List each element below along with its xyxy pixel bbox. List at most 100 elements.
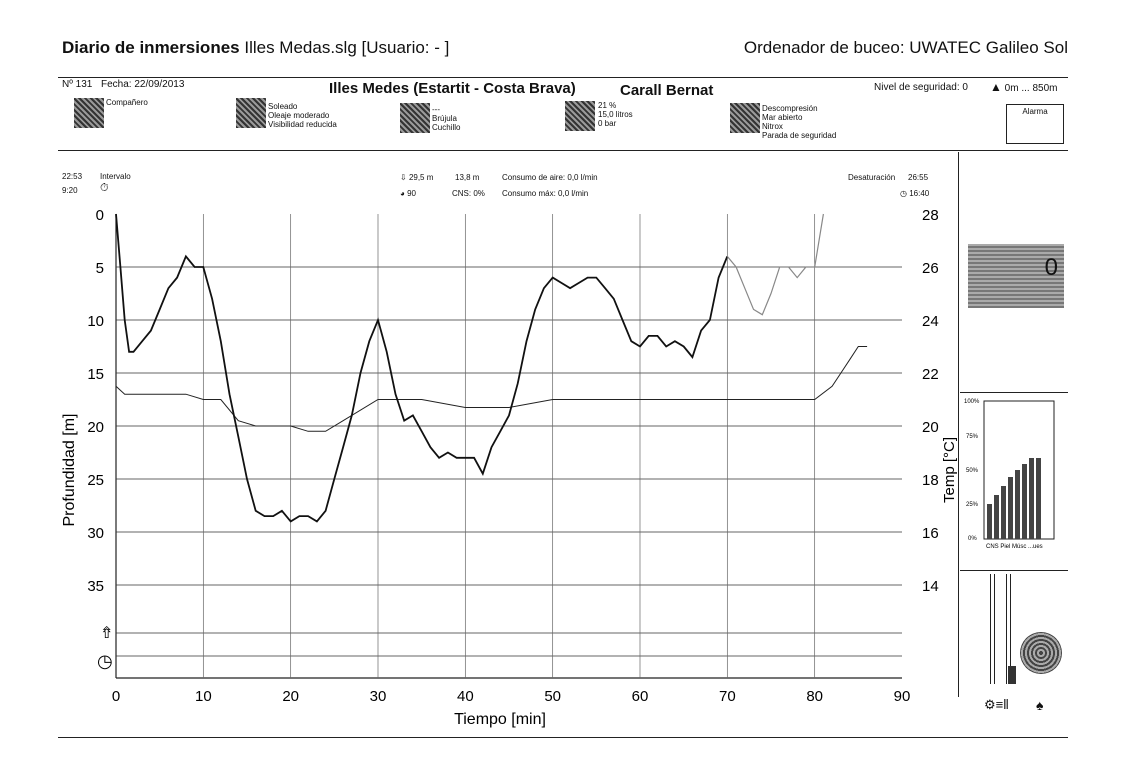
x-tick-label: 30 xyxy=(370,688,387,705)
tissue-tick: 0% xyxy=(968,536,977,542)
y2-tick-label: 18 xyxy=(922,472,939,489)
gas-list: 21 % 15,0 litros 0 bar xyxy=(598,101,633,128)
fins-icon: ♠ xyxy=(1036,697,1044,713)
altitude-range: ▲ 0m ... 850m xyxy=(990,80,1057,94)
tissue-bar xyxy=(994,495,999,539)
x-tick-label: 90 xyxy=(894,688,911,705)
dive-number: Nº 131 xyxy=(62,79,93,90)
tissue-bar xyxy=(1029,458,1034,539)
x-axis-label: Tiempo [min] xyxy=(454,711,546,728)
gas-oxygen: 21 % xyxy=(598,101,617,110)
y-tick-label: 30 xyxy=(87,525,104,542)
y-tick-label: 15 xyxy=(87,366,104,383)
max-depth: ⇩ 29,5 m xyxy=(400,173,433,182)
tissue-categories: CNS Piel Músc ...ues xyxy=(986,544,1043,550)
display-value: 0 xyxy=(1044,254,1058,281)
clock-icon: ⏱ xyxy=(100,182,109,194)
footer-divider xyxy=(58,737,1068,738)
max-depth-value: 29,5 m xyxy=(408,173,434,182)
y2-tick-label: 14 xyxy=(922,578,939,595)
equipment-list: --- Brújula Cuchillo xyxy=(432,105,460,132)
log-title: Diario de inmersiones Illes Medas.slg [U… xyxy=(62,38,449,58)
max-depth-icon: ⇩ xyxy=(400,173,407,182)
dive-type-item: Nitrox xyxy=(762,122,783,131)
ascent-bar-fill xyxy=(1008,666,1016,684)
buddy-icon xyxy=(74,98,104,128)
y2-tick-label: 16 xyxy=(922,525,939,542)
y-tick-label: 25 xyxy=(87,472,104,489)
weather-item: Oleaje moderado xyxy=(268,111,330,120)
tank-icon xyxy=(565,101,595,131)
x-tick-label: 60 xyxy=(632,688,649,705)
desaturation-label: Desaturación xyxy=(848,173,896,182)
x-tick-label: 50 xyxy=(544,688,561,705)
exit-time: ◷ 16:40 xyxy=(900,189,929,198)
temperature-series xyxy=(115,346,868,432)
entry-time: 22:53 xyxy=(62,172,83,181)
info-divider xyxy=(58,150,1068,151)
depth-line xyxy=(115,213,729,523)
alarm-label: Alarma xyxy=(1022,107,1048,116)
dive-type-item: Mar abierto xyxy=(762,113,803,122)
equipment-item: --- xyxy=(432,105,440,114)
equipment-item: Brújula xyxy=(432,114,457,123)
y-tick-label: 0 xyxy=(96,207,104,224)
side-panel-divider xyxy=(958,152,959,697)
y-tick-label: 20 xyxy=(87,419,104,436)
tissue-bar xyxy=(1001,486,1006,539)
depth-series xyxy=(115,213,824,523)
exit-time-value: 16:40 xyxy=(909,189,930,198)
mountain-icon: ▲ xyxy=(990,80,1002,94)
weather-list: Soleado Oleaje moderado Visibilidad redu… xyxy=(268,102,337,129)
display-preview: 0 xyxy=(968,244,1064,308)
y-tick-label: 10 xyxy=(87,313,104,330)
tissue-bar xyxy=(987,504,992,539)
chart-ticks: 0 5 10 15 20 25 30 35 0 10 20 30 40 50 60 70 80 90 28 26 24 2… xyxy=(87,207,938,705)
max-consumption: Consumo máx: 0,0 l/min xyxy=(502,189,589,198)
dive-site: Illes Medes (Estartit - Costa Brava) xyxy=(329,80,576,97)
duration-icon: ◕ xyxy=(400,189,405,198)
y2-tick-label: 22 xyxy=(922,366,939,383)
tissue-panel-top xyxy=(960,392,1068,393)
dive-computer-label: Ordenador de buceo: UWATEC Galileo Sol xyxy=(743,38,1068,57)
duration: ◕ 90 xyxy=(400,189,416,198)
dive-type-item: Descompresión xyxy=(762,104,818,113)
altitude-value: 0m ... 850m xyxy=(1004,83,1058,94)
weather-item: Visibilidad reducida xyxy=(268,120,337,129)
y2-tick-label: 26 xyxy=(922,260,939,277)
gas-volume: 15,0 litros xyxy=(598,110,633,119)
alarm-box: Alarma xyxy=(1006,104,1064,144)
y-tick-label: 5 xyxy=(96,260,104,277)
y-tick-label: 35 xyxy=(87,578,104,595)
y2-tick-label: 28 xyxy=(922,207,939,224)
tissue-bar xyxy=(1015,470,1020,539)
tissue-saturation-chart: 100% 75% 50% 25% 0% CNS Piel Músc ...ues xyxy=(964,399,1055,550)
buddy-label: Compañero xyxy=(106,98,148,107)
safety-level: Nivel de seguridad: 0 xyxy=(874,82,968,93)
weather-icon xyxy=(236,98,266,128)
x-tick-label: 70 xyxy=(719,688,736,705)
dive-type-list: Descompresión Mar abierto Nitrox Parada … xyxy=(762,104,836,140)
y2-axis-label: Temp [°C] xyxy=(941,437,958,503)
ascent-icon: ⇮ xyxy=(100,625,113,642)
stopwatch-icon: ◷ xyxy=(97,651,113,671)
compass-icon xyxy=(1020,632,1062,674)
dive-spot: Carall Bernat xyxy=(620,82,714,99)
weather-item: Soleado xyxy=(268,102,298,111)
air-consumption: Consumo de aire: 0,0 l/min xyxy=(502,173,598,182)
gauge-panel-top xyxy=(960,570,1068,571)
duration-value: 90 xyxy=(407,189,416,198)
avg-depth: 13,8 m xyxy=(455,173,480,182)
desaturation-value: 26:55 xyxy=(908,173,929,182)
interval-label: Intervalo xyxy=(100,172,131,181)
depth-line-unlogged xyxy=(726,213,824,316)
equipment-icon xyxy=(400,103,430,133)
dive-type-icon xyxy=(730,103,760,133)
gas-pressure: 0 bar xyxy=(598,119,617,128)
tissue-tick: 25% xyxy=(966,502,979,508)
cns: CNS: 0% xyxy=(452,189,485,198)
x-tick-label: 40 xyxy=(457,688,474,705)
tissue-tick: 75% xyxy=(966,434,979,440)
tissue-bar xyxy=(1022,464,1027,539)
